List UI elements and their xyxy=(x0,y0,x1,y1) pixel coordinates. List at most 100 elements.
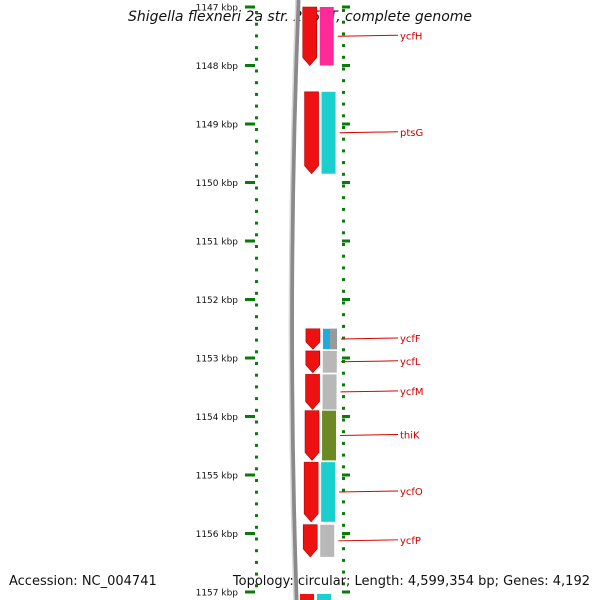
ruler-major-tick xyxy=(245,239,255,243)
ruler-labels: 1147 kbp 1148 kbp 1149 kbp 1150 kbp 1151 kbp… xyxy=(196,4,239,599)
ruler-dot xyxy=(255,397,258,401)
gene-label: ycfF xyxy=(400,334,421,345)
right-ruler-tick xyxy=(342,181,350,184)
gene-label-line xyxy=(339,490,399,493)
right-ruler-tick xyxy=(342,356,350,360)
ruler-minor-ticks xyxy=(255,11,258,588)
ruler-label: 1150 kbp xyxy=(196,179,239,189)
ruler-dot xyxy=(255,69,258,73)
right-ruler-dot xyxy=(342,231,345,235)
ruler-dot xyxy=(255,268,258,272)
cds-arrow xyxy=(305,328,321,350)
ruler-dot xyxy=(255,280,258,284)
ruler-dot xyxy=(255,163,258,167)
right-ruler-dot xyxy=(342,55,345,59)
ruler-dot xyxy=(255,560,258,564)
ruler-dot xyxy=(255,549,258,553)
ruler-label: 1147 kbp xyxy=(196,4,239,14)
gene-label: ycfO xyxy=(400,487,423,498)
right-ruler-dot xyxy=(342,44,345,48)
genome-summary: Topology: circular; Length: 4,599,354 bp… xyxy=(232,574,590,589)
right-ruler-dot xyxy=(342,172,345,176)
ruler-major-tick xyxy=(245,298,255,301)
right-ruler-dot xyxy=(342,582,345,586)
right-ruler-dot xyxy=(342,289,345,293)
ruler-dot xyxy=(255,291,258,295)
cds-arrow xyxy=(305,350,321,374)
ruler-dot xyxy=(255,479,258,482)
ruler-label: 1149 kbp xyxy=(196,121,239,131)
right-ruler-dot xyxy=(342,90,345,94)
ruler-dot xyxy=(255,81,258,85)
right-ruler-dot xyxy=(342,266,345,270)
right-ruler-dot xyxy=(342,67,345,71)
cog-block xyxy=(322,374,337,410)
ruler-label: 1152 kbp xyxy=(196,296,239,306)
right-ruler-dot xyxy=(342,418,345,422)
ruler-major-tick xyxy=(245,473,255,477)
right-ruler-dot xyxy=(342,184,345,188)
right-ruler-dot xyxy=(342,570,345,574)
right-ruler-dot xyxy=(342,126,345,129)
gene-label-line xyxy=(337,34,399,37)
gene-label-line xyxy=(340,360,399,363)
right-ruler-tick xyxy=(342,532,350,535)
right-ruler-dot xyxy=(342,219,345,223)
right-ruler-tick xyxy=(342,122,350,126)
ruler-dot xyxy=(255,455,258,459)
right-ruler-dot xyxy=(342,488,345,492)
right-ruler-dot xyxy=(342,243,345,246)
ruler-major-tick xyxy=(245,181,255,184)
cds-arrow xyxy=(304,410,320,461)
ruler-dot xyxy=(255,11,258,14)
right-ruler-dot xyxy=(342,102,345,106)
right-ruler-tick xyxy=(342,415,350,418)
right-ruler-dot xyxy=(342,20,345,24)
ruler-dot xyxy=(255,303,258,307)
ruler-label: 1156 kbp xyxy=(196,530,239,540)
backbone-highlight xyxy=(288,0,297,600)
cog-block-partial xyxy=(317,594,331,600)
right-ruler-dot xyxy=(342,558,345,562)
gene-label: ycfM xyxy=(400,387,424,398)
accession-label: Accession: NC_004741 xyxy=(9,574,157,589)
right-ruler-dot xyxy=(342,149,345,153)
ruler-dot xyxy=(255,245,258,248)
ruler-dot xyxy=(255,174,258,178)
gene-label: thiK xyxy=(400,431,420,442)
right-ruler-dot xyxy=(342,79,345,83)
right-ruler-dot xyxy=(342,535,345,539)
cds-arrow xyxy=(304,91,319,175)
ruler-dot xyxy=(255,350,258,354)
ruler-dot xyxy=(255,315,258,319)
genome-backbone xyxy=(288,0,301,600)
cog-block xyxy=(321,462,336,522)
ruler-dot xyxy=(255,572,258,576)
ruler-dot xyxy=(255,233,258,237)
right-ruler-dot xyxy=(342,324,345,328)
cds-arrow xyxy=(302,524,318,558)
right-ruler-tick xyxy=(342,5,350,9)
right-ruler-tick xyxy=(342,590,350,594)
ruler-major-tick xyxy=(245,415,255,418)
right-ruler-dot xyxy=(342,336,345,340)
right-ruler-dot xyxy=(342,383,345,387)
ruler-major-tick xyxy=(245,532,255,535)
gene-label: ptsG xyxy=(400,128,423,139)
right-ruler-tick xyxy=(342,239,350,243)
ruler-dot xyxy=(255,420,258,424)
ruler-major-tick xyxy=(245,356,255,360)
ruler-dot xyxy=(255,514,258,518)
right-ruler-dot xyxy=(342,500,345,504)
ruler-dot xyxy=(255,128,258,131)
right-ruler-dot xyxy=(342,395,345,399)
gene-labels: ycfH ptsG ycfF ycfL ycfM thiK ycfO ycfP xyxy=(337,31,424,547)
ruler-dot xyxy=(255,326,258,330)
cog-block xyxy=(322,350,337,373)
cds-arrow-partial xyxy=(300,594,314,600)
right-ruler-dot xyxy=(342,301,345,305)
right-ruler-dot xyxy=(342,114,345,118)
ruler-dot xyxy=(255,408,258,412)
ruler-dot xyxy=(255,432,258,436)
right-ruler-dot xyxy=(342,313,345,317)
